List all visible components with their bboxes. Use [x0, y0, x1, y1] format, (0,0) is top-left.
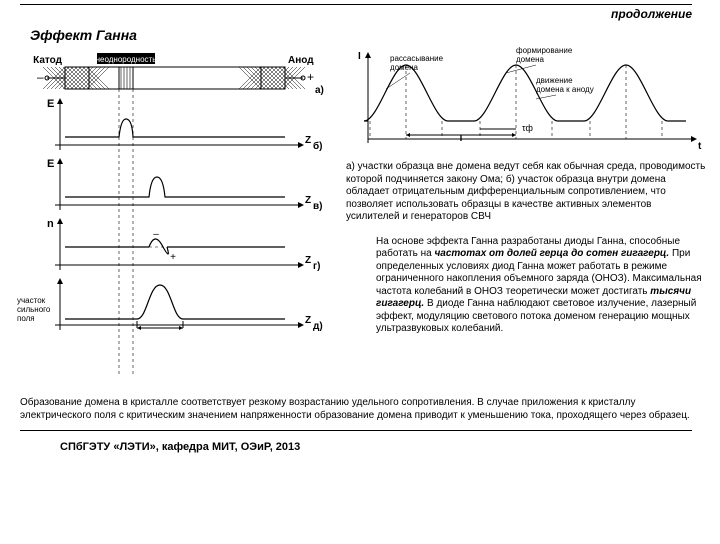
right-column: ItTτфрассасываниедоменаформированиедомен… [340, 47, 706, 387]
svg-text:–: – [37, 70, 44, 84]
svg-text:д): д) [313, 321, 323, 332]
paragraph-gunn-diode: На основе эффекта Ганна разработаны диод… [376, 236, 706, 336]
svg-text:t: t [698, 141, 702, 152]
svg-text:Z: Z [305, 195, 311, 206]
svg-text:домена к аноду: домена к аноду [536, 85, 594, 94]
page-title: Эффект Ганна [30, 27, 720, 43]
svg-text:а): а) [315, 85, 324, 96]
svg-text:Анод: Анод [288, 55, 314, 66]
p2-freq-range: частотах от долей герца до сотен гигагер… [434, 248, 669, 259]
svg-text:E: E [47, 98, 54, 110]
svg-text:движение: движение [536, 76, 573, 85]
svg-text:Катод: Катод [33, 55, 63, 66]
crystal-diagram: Катод неоднородностьАнод–+а)EZб)EZв)nZг)… [10, 47, 340, 387]
footer-text: СПбГЭТУ «ЛЭТИ», кафедра МИТ, ОЭиР, 2013 [60, 441, 720, 453]
top-rule [20, 4, 692, 5]
svg-text:τф: τф [522, 123, 534, 133]
svg-text:домена: домена [390, 63, 418, 72]
svg-text:–: – [153, 229, 159, 240]
p2-text-e: В диоде Ганна наблюдают световое излучен… [376, 298, 696, 334]
svg-text:поля: поля [17, 314, 35, 323]
svg-text:Z: Z [305, 255, 311, 266]
svg-text:рассасывание: рассасывание [390, 54, 444, 63]
svg-text:участок: участок [17, 296, 46, 305]
current-time-diagram: ItTτфрассасываниедоменаформированиедомен… [346, 47, 706, 157]
svg-text:в): в) [313, 201, 322, 212]
left-diagram-column: Катод неоднородностьАнод–+а)EZб)EZв)nZг)… [10, 47, 340, 387]
svg-text:Z: Z [305, 135, 311, 146]
svg-text:E: E [47, 158, 54, 170]
bottom-rule [20, 430, 692, 431]
bottom-paragraph: Образование домена в кристалле соответст… [20, 397, 700, 422]
svg-text:сильного: сильного [17, 305, 51, 314]
svg-text:T: T [458, 133, 464, 143]
svg-text:формирование: формирование [516, 47, 573, 55]
svg-text:г): г) [313, 261, 321, 272]
svg-text:б): б) [313, 140, 323, 152]
svg-text:домена: домена [516, 55, 544, 64]
paragraph-ab: а) участки образца вне домена ведут себя… [346, 161, 706, 224]
svg-text:+: + [307, 70, 314, 84]
svg-text:Z: Z [305, 315, 311, 326]
svg-text:n: n [47, 218, 54, 230]
svg-text:неоднородность: неоднородность [96, 55, 157, 64]
svg-text:I: I [358, 51, 361, 62]
svg-text:+: + [170, 252, 176, 263]
continuation-label: продолжение [0, 7, 692, 21]
